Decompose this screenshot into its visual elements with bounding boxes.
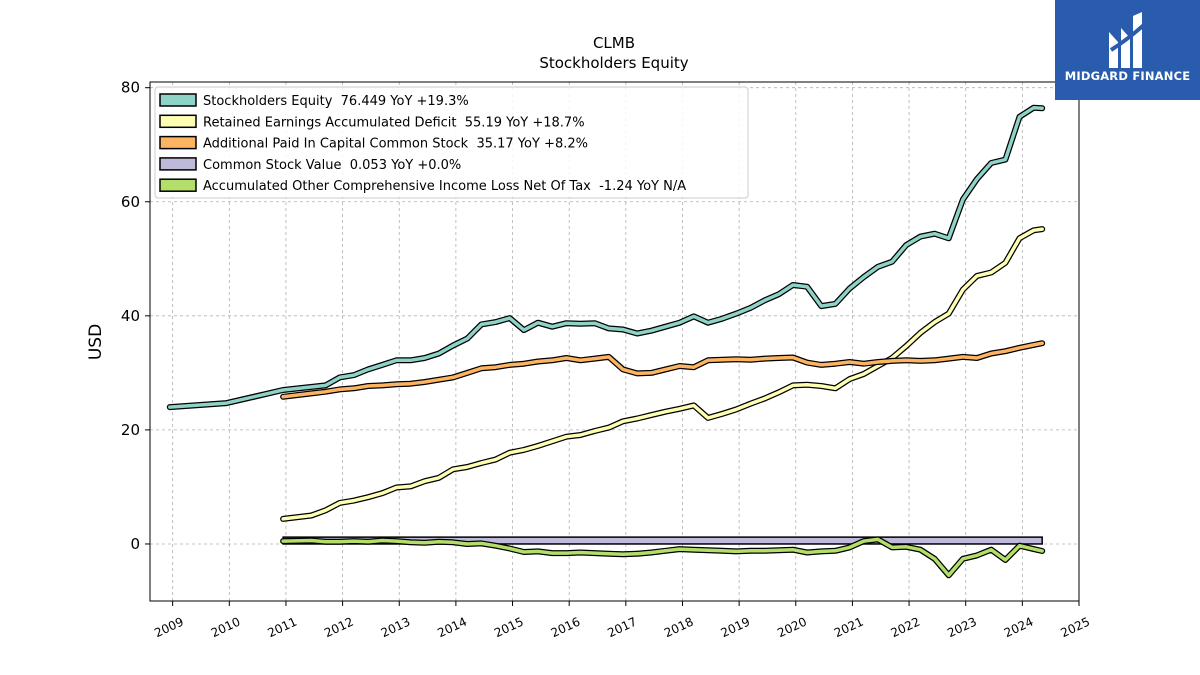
- legend-swatch: [159, 157, 197, 171]
- y-tick-label: 60: [121, 193, 140, 211]
- x-tick-label: 2020: [775, 615, 809, 641]
- x-tick-label: 2023: [945, 615, 979, 641]
- y-tick-label: 20: [121, 421, 140, 439]
- x-tick-label: 2015: [492, 615, 526, 641]
- legend: Stockholders Equity 76.449 YoY +19.3% Ret…: [154, 86, 749, 199]
- x-tick-label: 2021: [832, 615, 866, 641]
- legend-swatch: [159, 93, 197, 107]
- y-tick-label: 0: [130, 535, 140, 553]
- x-tick-label: 2016: [549, 615, 583, 641]
- chart-title: CLMB: [593, 34, 635, 52]
- x-tick-label: 2024: [1002, 615, 1036, 641]
- plot-frame: [149, 81, 1080, 602]
- series-line-0: [168, 105, 1044, 409]
- x-tick-label: 2013: [379, 615, 413, 641]
- x-tick-label: 2018: [662, 615, 696, 641]
- legend-swatch: [159, 114, 197, 129]
- x-tick-label: 2025: [1059, 615, 1093, 641]
- legend-label: Stockholders Equity 76.449 YoY +19.3%: [203, 94, 469, 109]
- legend-label: Retained Earnings Accumulated Deficit 55…: [203, 115, 585, 130]
- x-tick-label: 2017: [605, 615, 639, 641]
- x-tick-label: 2010: [209, 615, 243, 641]
- legend-label: Additional Paid In Capital Common Stock …: [203, 137, 588, 152]
- y-tick-label: 80: [121, 79, 140, 97]
- x-tick-label: 2011: [265, 615, 299, 641]
- series-line-2: [281, 341, 1044, 399]
- y-axis-label: USD: [86, 324, 106, 360]
- legend-label: Accumulated Other Comprehensive Income L…: [203, 179, 686, 194]
- series-line-1: [281, 227, 1044, 521]
- legend-label: Common Stock Value 0.053 YoY +0.0%: [203, 158, 461, 173]
- legend-swatch: [159, 178, 197, 192]
- brand-logo: MIDGARD FINANCE: [1055, 0, 1200, 100]
- y-tick-label: 40: [121, 307, 140, 325]
- x-tick-label: 2022: [889, 615, 923, 641]
- chart-subtitle: Stockholders Equity: [539, 54, 688, 72]
- brand-name: MIDGARD FINANCE: [1064, 69, 1191, 83]
- x-tick-label: 2019: [719, 615, 753, 641]
- series-line-4: [281, 537, 1044, 578]
- series-lines: [166, 104, 1046, 579]
- series-outline-1: [280, 226, 1046, 522]
- legend-frame: [154, 86, 749, 199]
- x-tick-label: 2012: [322, 615, 356, 641]
- x-tick-label: 2014: [435, 615, 469, 641]
- x-tick-label: 2009: [152, 615, 186, 641]
- series-outline-4: [280, 536, 1046, 579]
- midgard-logo-icon: [1109, 12, 1147, 68]
- legend-swatch: [159, 135, 197, 150]
